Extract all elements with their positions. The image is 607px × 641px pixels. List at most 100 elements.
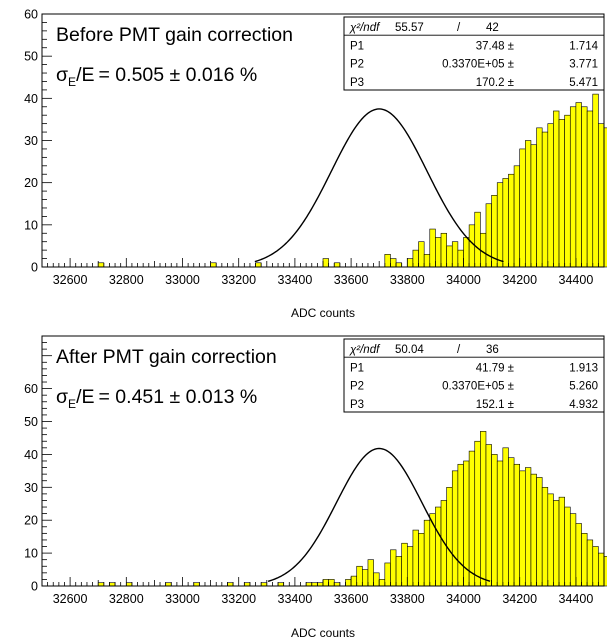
histogram-bar xyxy=(575,523,582,587)
histogram-bar xyxy=(547,493,554,587)
param-name: P3 xyxy=(350,399,364,411)
param-name: P3 xyxy=(350,77,364,89)
sigma-subscript: E xyxy=(68,75,76,89)
param-error: 3.771 xyxy=(569,59,598,71)
chi2-separator: / xyxy=(457,22,461,34)
ndf-value: 42 xyxy=(486,22,499,34)
histogram-bar xyxy=(384,562,391,587)
x-tick-label: 34200 xyxy=(502,273,537,287)
histogram-bar xyxy=(530,144,537,268)
histogram-bar xyxy=(575,102,582,268)
resolution-value: = 0.505 ± 0.016 % xyxy=(99,64,258,86)
param-error: 5.471 xyxy=(569,77,598,89)
histogram-bar xyxy=(536,127,543,268)
resolution-value: = 0.451 ± 0.013 % xyxy=(99,386,258,408)
histogram-bar xyxy=(435,237,442,268)
param-name: P2 xyxy=(350,59,364,71)
param-value: 170.2 ± xyxy=(476,77,514,89)
x-tick-label: 33600 xyxy=(334,592,369,606)
histogram-bar xyxy=(525,140,532,268)
histogram-bar xyxy=(210,262,217,268)
histogram-bar xyxy=(592,546,599,587)
histogram-bar xyxy=(395,262,402,268)
ndf-value: 36 xyxy=(486,344,499,356)
histogram-bar xyxy=(345,579,352,587)
histogram-bar xyxy=(97,262,105,268)
param-name: P1 xyxy=(350,362,364,374)
y-tick-label: 60 xyxy=(24,8,38,22)
chi2-separator: / xyxy=(457,344,461,356)
sigma-symbol: σ xyxy=(56,386,68,408)
x-tick-label: 32800 xyxy=(109,592,144,606)
histogram-bar xyxy=(463,237,470,268)
histogram-bar xyxy=(485,203,492,268)
histogram-bar xyxy=(418,241,425,268)
histogram-bar xyxy=(474,211,481,268)
sigma-over-e: /E xyxy=(76,386,94,408)
histogram-bar xyxy=(429,513,436,587)
histogram-bar xyxy=(502,178,509,268)
histogram-bar xyxy=(390,549,397,587)
histogram-bar xyxy=(418,533,425,587)
histogram-bar xyxy=(322,579,329,587)
panel-title: Before PMT gain correction xyxy=(56,24,293,46)
histogram-bar xyxy=(406,258,414,268)
histogram-bar xyxy=(598,123,605,268)
x-tick-label: 32800 xyxy=(109,273,144,287)
chi2-value: 55.57 xyxy=(395,22,424,34)
histogram-bar xyxy=(457,463,464,587)
histogram-bar xyxy=(553,110,560,268)
y-tick-label: 40 xyxy=(24,92,38,106)
y-tick-label: 10 xyxy=(24,218,38,232)
x-tick-label: 34200 xyxy=(502,592,537,606)
gaussian-fit-curve xyxy=(254,108,504,263)
y-tick-label: 20 xyxy=(24,176,38,190)
histogram-bar xyxy=(412,529,419,587)
histogram-bar xyxy=(412,249,419,268)
x-axis: 32600 32800 33000 33200 33400 33600 33800 34000… xyxy=(41,258,605,287)
chi2-value: 50.04 xyxy=(395,344,424,356)
histogram-bar xyxy=(536,477,543,587)
histogram-bar xyxy=(508,173,515,268)
histogram-panel-2: 32600 32800 33000 33200 33400 33600 33800 34000… xyxy=(24,335,607,640)
y-tick-label: 20 xyxy=(24,514,38,528)
param-value: 0.3370E+05 ± xyxy=(442,59,514,71)
y-tick-label: 10 xyxy=(24,547,38,561)
chi2-label: χ²/ndf xyxy=(349,344,381,356)
param-value: 0.3370E+05 ± xyxy=(442,381,514,393)
y-tick-label: 0 xyxy=(31,580,38,594)
resolution-annotation: σE/E = 0.451 ± 0.013 % xyxy=(56,386,257,411)
histogram-bar xyxy=(586,539,594,587)
histogram-bar xyxy=(564,114,571,268)
param-error: 1.913 xyxy=(569,362,598,374)
x-tick-label: 32600 xyxy=(53,592,88,606)
histogram-bar xyxy=(384,254,391,268)
histogram-bar xyxy=(451,241,459,268)
resolution-annotation: σE/E = 0.505 ± 0.016 % xyxy=(56,64,257,89)
histogram-bar xyxy=(569,106,577,268)
fit-stats-box: χ²/ndf 50.04 / 36 P1 41.79 ± 1.913 P2 0.3370E+05… xyxy=(343,338,605,413)
histogram-bar xyxy=(547,123,554,268)
histogram-bar xyxy=(322,258,329,268)
y-axis: 0 10 20 30 40 50 60 xyxy=(24,8,52,275)
histogram-bar xyxy=(491,195,498,268)
y-tick-label: 40 xyxy=(24,448,38,462)
sigma-over-e: /E xyxy=(76,64,94,86)
histogram-bar xyxy=(423,519,431,587)
histogram-bar xyxy=(328,579,335,587)
x-tick-label: 33400 xyxy=(278,273,313,287)
x-tick-label: 33000 xyxy=(165,592,200,606)
histogram-bar xyxy=(406,546,414,587)
histogram-bar xyxy=(598,552,605,587)
histogram-bar xyxy=(474,440,481,587)
y-tick-label: 50 xyxy=(24,415,38,429)
x-axis-label: ADC counts xyxy=(291,306,355,320)
x-tick-label: 33200 xyxy=(221,592,256,606)
histogram-bar xyxy=(592,93,599,268)
histogram-bar xyxy=(401,542,408,587)
histogram-bar xyxy=(508,457,515,587)
y-tick-label: 60 xyxy=(24,382,38,396)
param-error: 4.932 xyxy=(569,399,598,411)
histogram-bar xyxy=(480,431,487,587)
histogram-bar xyxy=(378,579,386,587)
